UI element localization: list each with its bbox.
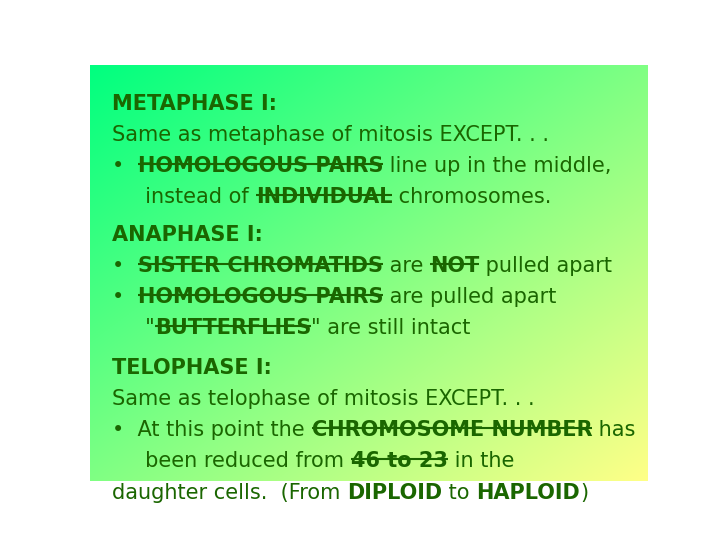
Text: ": " bbox=[112, 319, 155, 339]
Text: pulled apart: pulled apart bbox=[479, 256, 612, 276]
Text: DIPLOID: DIPLOID bbox=[347, 483, 443, 503]
Text: •: • bbox=[112, 156, 138, 176]
Text: SISTER CHROMATIDS: SISTER CHROMATIDS bbox=[138, 256, 383, 276]
Text: BUTTERFLIES: BUTTERFLIES bbox=[155, 319, 312, 339]
Text: HOMOLOGOUS PAIRS: HOMOLOGOUS PAIRS bbox=[138, 156, 383, 176]
Text: line up in the middle,: line up in the middle, bbox=[383, 156, 612, 176]
Text: INDIVIDUAL: INDIVIDUAL bbox=[256, 187, 392, 207]
Text: to: to bbox=[443, 483, 477, 503]
Text: daughter cells.  (From: daughter cells. (From bbox=[112, 483, 347, 503]
Text: are pulled apart: are pulled apart bbox=[383, 287, 557, 307]
Text: ANAPHASE I:: ANAPHASE I: bbox=[112, 225, 264, 245]
Text: ): ) bbox=[580, 483, 588, 503]
Text: " are still intact: " are still intact bbox=[312, 319, 471, 339]
Text: are: are bbox=[383, 256, 430, 276]
Text: TELOPHASE I:: TELOPHASE I: bbox=[112, 358, 272, 378]
Text: instead of: instead of bbox=[112, 187, 256, 207]
Text: •: • bbox=[112, 256, 138, 276]
Text: HOMOLOGOUS PAIRS: HOMOLOGOUS PAIRS bbox=[138, 287, 383, 307]
Text: 46 to 23: 46 to 23 bbox=[351, 451, 448, 471]
Text: Same as telophase of mitosis EXCEPT. . .: Same as telophase of mitosis EXCEPT. . . bbox=[112, 389, 535, 409]
Text: Same as metaphase of mitosis EXCEPT. . .: Same as metaphase of mitosis EXCEPT. . . bbox=[112, 125, 549, 145]
Text: in the: in the bbox=[448, 451, 514, 471]
Text: CHROMOSOME NUMBER: CHROMOSOME NUMBER bbox=[312, 420, 592, 440]
Text: has: has bbox=[592, 420, 636, 440]
Text: NOT: NOT bbox=[430, 256, 479, 276]
Text: METAPHASE I:: METAPHASE I: bbox=[112, 94, 277, 114]
Text: •: • bbox=[112, 287, 138, 307]
Text: HAPLOID: HAPLOID bbox=[477, 483, 580, 503]
Text: been reduced from: been reduced from bbox=[112, 451, 351, 471]
Text: •  At this point the: • At this point the bbox=[112, 420, 312, 440]
Text: chromosomes.: chromosomes. bbox=[392, 187, 552, 207]
